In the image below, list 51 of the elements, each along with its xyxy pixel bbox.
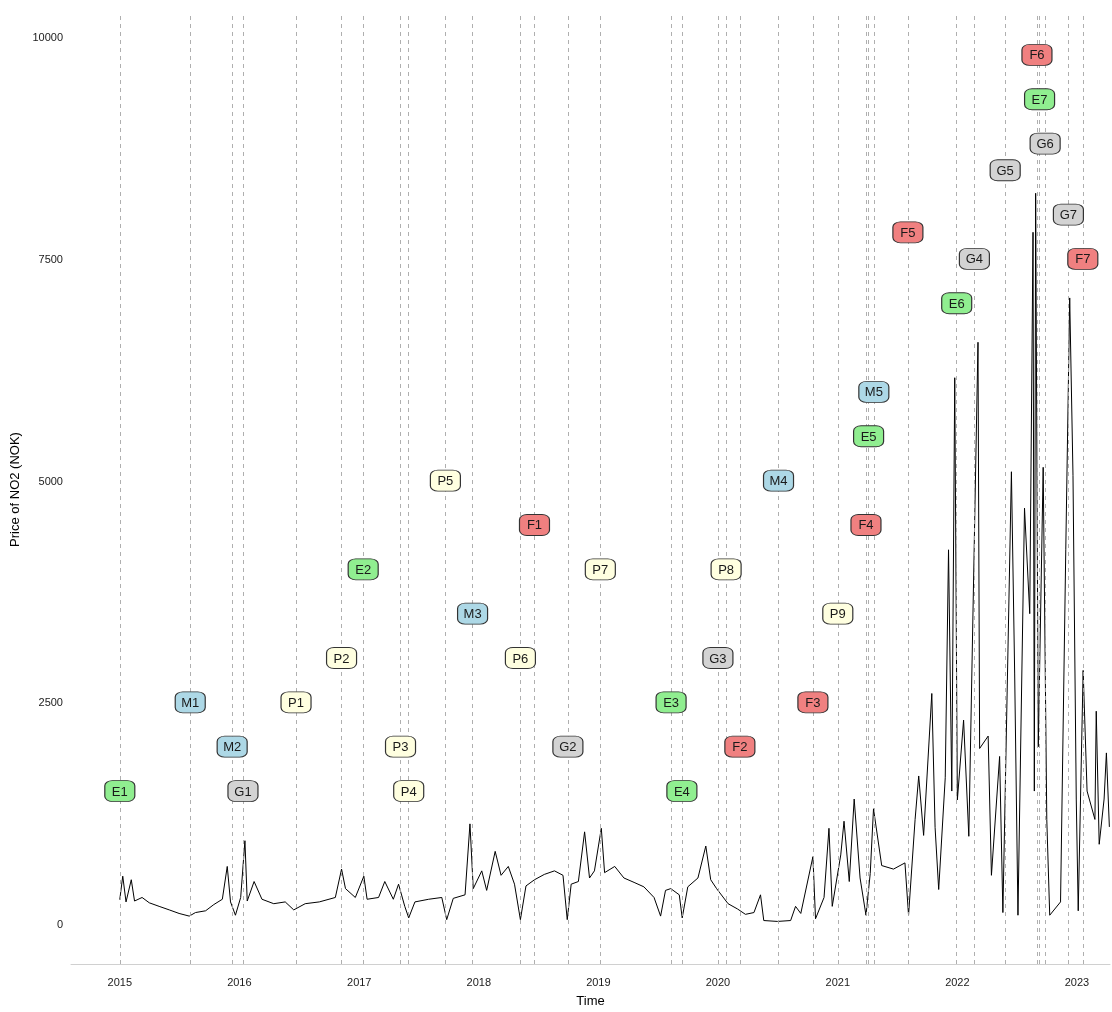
data-label: F7 (1075, 251, 1091, 267)
data-label: M1 (181, 694, 200, 710)
data-label: G1 (234, 783, 252, 799)
y-axis-title: Price of NO2 (NOK) (7, 432, 22, 547)
data-label: G3 (709, 650, 727, 666)
data-label: P9 (829, 606, 846, 622)
data-label: P4 (400, 783, 417, 799)
data-label: E3 (663, 694, 680, 710)
x-tick-label: 2022 (945, 975, 970, 988)
data-label: G4 (965, 251, 984, 267)
data-label: G7 (1059, 207, 1078, 223)
data-label: F6 (1029, 47, 1045, 63)
y-tick-label: 10000 (32, 31, 63, 44)
x-tick-label: 2018 (466, 975, 492, 988)
data-label: P8 (718, 561, 735, 577)
data-label: P3 (392, 739, 409, 755)
x-tick-label: 2017 (347, 975, 372, 988)
y-tick-label: 5000 (38, 474, 63, 487)
data-label: M3 (463, 606, 482, 622)
data-label: P1 (288, 694, 304, 710)
data-label: P7 (592, 561, 609, 577)
data-label: G2 (559, 739, 577, 755)
data-label: G5 (996, 162, 1014, 178)
y-tick-label: 0 (56, 918, 63, 931)
data-label: E1 (111, 783, 128, 799)
data-label: P6 (512, 650, 529, 666)
x-tick-label: 2021 (825, 975, 851, 988)
data-label: P2 (333, 650, 350, 666)
x-tick-label: 2019 (586, 975, 611, 988)
data-label: M4 (769, 473, 788, 489)
data-label: E2 (355, 561, 372, 577)
x-axis-title: Time (576, 993, 605, 1008)
data-label: F4 (858, 517, 874, 533)
data-label: E6 (948, 295, 965, 311)
data-label: G6 (1036, 136, 1054, 152)
data-label: E4 (673, 783, 690, 799)
x-tick-label: 2023 (1064, 975, 1090, 988)
x-tick-label: 2015 (107, 975, 133, 988)
data-label: M5 (864, 384, 883, 400)
data-label: F2 (732, 739, 748, 755)
data-label: F1 (526, 517, 543, 533)
data-label: F3 (805, 694, 821, 710)
data-label: E5 (860, 428, 877, 444)
y-tick-label: 7500 (38, 252, 63, 265)
x-tick-label: 2020 (705, 975, 731, 988)
y-tick-label: 2500 (38, 696, 63, 709)
data-label: E7 (1031, 91, 1048, 107)
data-label: P5 (437, 473, 454, 489)
x-tick-label: 2016 (227, 975, 252, 988)
data-label: M2 (223, 739, 242, 755)
data-label: F5 (900, 224, 916, 240)
